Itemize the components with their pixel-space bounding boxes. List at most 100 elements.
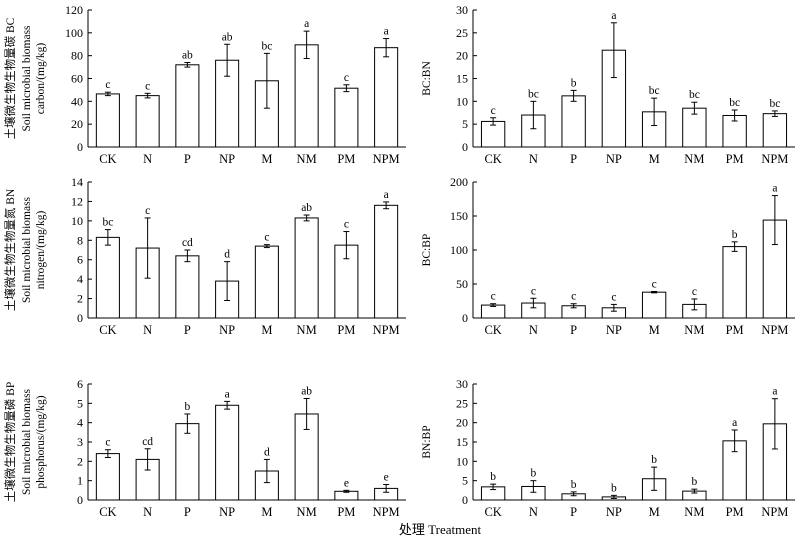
- y-tick-label: 4: [77, 272, 83, 286]
- x-tick-label: P: [184, 323, 191, 337]
- x-tick-label: N: [143, 505, 152, 519]
- x-tick-label: N: [529, 505, 538, 519]
- significance-letter: c: [344, 219, 349, 231]
- chart-panel-top-left: 0 20 40 60 80 100 120 c CK c Nab Pab NP bc Ma NM c PM a NPM…: [3, 3, 406, 166]
- significance-letter: b: [571, 77, 577, 89]
- significance-letter: bc: [528, 88, 539, 100]
- significance-letter: c: [264, 232, 269, 244]
- significance-letter: a: [772, 183, 777, 195]
- significance-letter: e: [344, 477, 349, 489]
- x-tick-label: NPM: [373, 505, 400, 519]
- y-tick-label: 60: [71, 72, 83, 86]
- bar-CK: [95, 236, 120, 319]
- x-tick-label: P: [184, 152, 191, 166]
- y-tick-label: 0: [77, 140, 83, 154]
- x-tick-label: PM: [726, 505, 744, 519]
- x-tick-label: P: [570, 152, 577, 166]
- significance-letter: b: [651, 454, 657, 466]
- x-tick-label: M: [649, 152, 660, 166]
- x-tick-label: NP: [219, 505, 235, 519]
- chart-panel-bottom-left: 0 1 2 3 4 5 6 c CK cd Nb Pa NP d Mab NM e PM e NPM 土壤微生物生物量磷…: [3, 377, 406, 519]
- significance-letter: c: [571, 291, 576, 303]
- significance-letter: ab: [222, 31, 233, 43]
- y-tick-label: 40: [71, 94, 83, 108]
- y-tick-label: 20: [71, 117, 83, 131]
- x-tick-label: N: [529, 323, 538, 337]
- y-axis-label: 土壤微生物生物量碳 BC: [3, 17, 17, 139]
- x-tick-label: PM: [337, 323, 355, 337]
- y-tick-label: 20: [456, 49, 468, 63]
- bar-NM: [294, 217, 319, 319]
- x-tick-label: NM: [684, 505, 704, 519]
- y-tick-label: 0: [462, 140, 468, 154]
- significance-letter: b: [571, 479, 577, 491]
- y-tick-label: 6: [77, 377, 83, 391]
- significance-letter: a: [304, 18, 309, 30]
- y-tick-label: 15: [456, 435, 468, 449]
- y-tick-label: 80: [71, 49, 83, 63]
- significance-letter: c: [105, 437, 110, 449]
- significance-letter: c: [491, 291, 496, 303]
- significance-letter: ab: [182, 50, 193, 62]
- x-tick-label: PM: [337, 505, 355, 519]
- x-tick-label: NP: [606, 152, 622, 166]
- significance-letter: c: [611, 291, 616, 303]
- y-axis-label: carbon/(mg/kg): [35, 43, 47, 115]
- y-tick-label: 0: [77, 311, 83, 325]
- y-tick-label: 6: [77, 253, 83, 267]
- y-tick-label: 25: [456, 26, 468, 40]
- y-axis-label: Soil microbial biomass: [21, 25, 33, 132]
- x-tick-label: N: [143, 323, 152, 337]
- bar-NM: [294, 44, 319, 148]
- y-tick-label: 14: [71, 175, 83, 189]
- x-tick-label: CK: [484, 505, 501, 519]
- y-tick-label: 50: [456, 277, 468, 291]
- x-tick-label: NP: [606, 323, 622, 337]
- x-tick-label: NP: [606, 505, 622, 519]
- significance-letter: b: [692, 476, 698, 488]
- chart-panel-middle-right: 0 50 100 150 200 c CK c Nc Pc NP c Mc NM b PM a NPM BC:BP: [421, 175, 795, 337]
- significance-letter: cd: [182, 237, 193, 249]
- x-tick-label: M: [649, 505, 660, 519]
- y-axis-label: Soil microbial biomass: [21, 388, 33, 495]
- y-axis-label: BC:BP: [421, 234, 433, 267]
- bar-P: [561, 95, 586, 148]
- y-tick-label: 120: [65, 3, 83, 17]
- bar-CK: [95, 93, 120, 148]
- bar-M: [641, 291, 667, 319]
- panels: 020406080100120cCKcNabPabNPbcMaNMcPMaNPM…: [3, 3, 795, 519]
- x-tick-label: PM: [337, 152, 355, 166]
- significance-letter: bc: [649, 85, 660, 97]
- significance-letter: c: [531, 285, 536, 297]
- y-tick-label: 5: [77, 396, 83, 410]
- significance-letter: bc: [102, 217, 113, 229]
- x-tick-label: NM: [297, 152, 317, 166]
- significance-letter: b: [531, 468, 537, 480]
- x-tick-label: M: [261, 152, 272, 166]
- x-tick-label: CK: [99, 505, 116, 519]
- x-tick-label: CK: [99, 323, 116, 337]
- significance-letter: ab: [301, 386, 312, 398]
- y-tick-label: 2: [77, 454, 83, 468]
- significance-letter: a: [611, 10, 616, 22]
- x-tick-label: NM: [684, 323, 704, 337]
- y-axis-label: nitrogen/(mg/kg): [35, 211, 47, 290]
- bar-NPM: [374, 47, 399, 148]
- x-tick-label: NM: [297, 323, 317, 337]
- bar-NPM: [374, 204, 399, 319]
- y-tick-label: 4: [77, 416, 83, 430]
- y-axis-label: BC:BN: [421, 61, 433, 96]
- y-tick-label: 30: [456, 3, 468, 17]
- significance-letter: b: [185, 401, 191, 413]
- significance-letter: c: [145, 80, 150, 92]
- y-axis-label: Soil microbial biomass: [21, 196, 33, 303]
- significance-letter: a: [225, 388, 230, 400]
- chart-panel-middle-left: 0 2 4 6 8 10 12 14 bc CK c Ncd Pd NP c Mab NM c PM a NPM 土壤微生…: [3, 175, 406, 337]
- significance-letter: b: [732, 229, 738, 241]
- significance-letter: c: [105, 79, 110, 91]
- bar-NPM: [762, 113, 788, 148]
- y-axis-label: 土壤微生物生物量磷 BP: [3, 382, 17, 502]
- y-tick-label: 0: [462, 493, 468, 507]
- x-tick-label: NPM: [761, 505, 788, 519]
